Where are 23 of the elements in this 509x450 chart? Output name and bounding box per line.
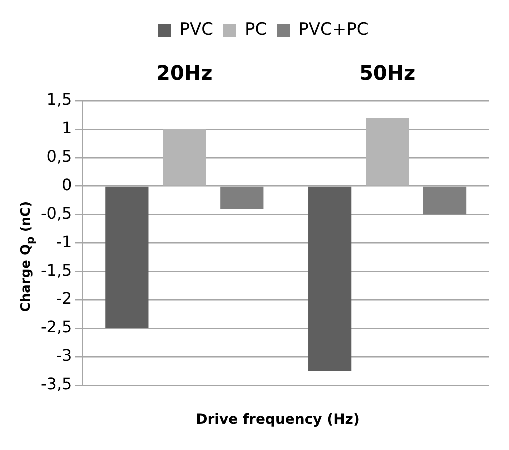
y-tick-label: -1 (56, 232, 72, 252)
legend-label: PC (245, 20, 268, 40)
y-tick-label: -1,5 (41, 260, 72, 280)
y-tick-label: -3,5 (41, 374, 72, 394)
bar (163, 129, 206, 186)
y-tick-label: 0 (62, 175, 72, 194)
legend-label: PVC+PC (298, 20, 369, 40)
x-tick-label: 50Hz (359, 61, 416, 86)
bar (220, 186, 264, 210)
y-tick-label: -2,5 (41, 318, 72, 337)
bar (106, 186, 149, 329)
bar (423, 186, 467, 215)
y-tick-label: 1 (62, 118, 72, 138)
y-tick-label: -2 (56, 289, 72, 308)
y-tick-label: 1,5 (46, 90, 72, 110)
x-axis-title: Drive frequency (Hz) (195, 412, 361, 428)
y-tick-label: -3 (56, 346, 72, 366)
y-tick-label: -0,5 (41, 204, 72, 223)
x-tick-label: 20Hz (156, 61, 213, 86)
bar (366, 118, 410, 186)
y-tick-label: 0,5 (46, 147, 72, 166)
bar (308, 186, 352, 372)
legend-label: PVC (180, 20, 214, 40)
